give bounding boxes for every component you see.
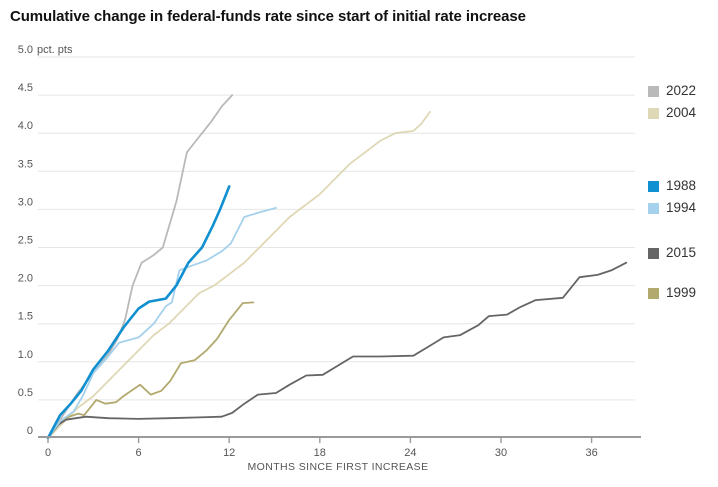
- legend-swatch-2022: [648, 85, 659, 97]
- y-tick-label-1.5: 1.5: [18, 311, 33, 323]
- series-line-2004: [47, 111, 431, 439]
- legend-swatch-1999: [648, 287, 659, 299]
- legend-item-1999: 1999: [648, 286, 696, 300]
- legend-swatch-2004: [648, 107, 659, 119]
- x-tick-label-30: 30: [495, 447, 507, 459]
- y-tick-label-3.5: 3.5: [18, 158, 33, 170]
- legend-label-2015: 2015: [666, 245, 697, 260]
- legend-label-2004: 2004: [666, 105, 697, 120]
- y-tick-label-5.0: 5.0: [18, 44, 33, 56]
- series-line-2015: [47, 261, 628, 439]
- legend-label-2022: 2022: [666, 83, 697, 98]
- legend-item-2022: 2022: [648, 84, 696, 98]
- y-tick-label-4.5: 4.5: [18, 82, 33, 94]
- y-tick-label-2.5: 2.5: [18, 235, 33, 247]
- y-tick-label-3.0: 3.0: [18, 196, 33, 208]
- series-line-2022: [47, 94, 234, 439]
- legend-swatch-1988: [648, 180, 659, 192]
- legend-label-1999: 1999: [666, 285, 697, 300]
- y-tick-label-0: 0: [27, 425, 33, 437]
- x-tick-label-18: 18: [314, 447, 326, 459]
- x-axis-title: MONTHS SINCE FIRST INCREASE: [247, 461, 429, 473]
- legend-item-2015: 2015: [648, 246, 696, 260]
- legend-swatch-1994: [648, 202, 659, 214]
- legend: 2022 2004 1988 1994 2015 1999: [648, 0, 718, 487]
- series-line-1988: [46, 185, 231, 440]
- x-tick-label-6: 6: [136, 447, 142, 459]
- legend-item-1988: 1988: [648, 179, 696, 193]
- y-tick-label-0.5: 0.5: [18, 387, 33, 399]
- legend-item-2004: 2004: [648, 106, 696, 120]
- x-tick-label-0: 0: [45, 447, 51, 459]
- series-line-1994: [47, 206, 277, 439]
- legend-label-1994: 1994: [666, 200, 697, 215]
- y-tick-label-4.0: 4.0: [18, 120, 33, 132]
- x-tick-label-36: 36: [585, 447, 597, 459]
- y-tick-label-1.0: 1.0: [18, 349, 33, 361]
- series-line-1999: [47, 301, 255, 439]
- legend-label-1988: 1988: [666, 178, 697, 193]
- legend-item-1994: 1994: [648, 201, 696, 215]
- chart-title: Cumulative change in federal-funds rate …: [10, 8, 526, 25]
- y-tick-label-2.0: 2.0: [18, 273, 33, 285]
- legend-swatch-2015: [648, 247, 659, 259]
- x-tick-label-24: 24: [404, 447, 416, 459]
- y-axis-unit-label: pct. pts: [37, 44, 73, 56]
- x-tick-label-12: 12: [223, 447, 235, 459]
